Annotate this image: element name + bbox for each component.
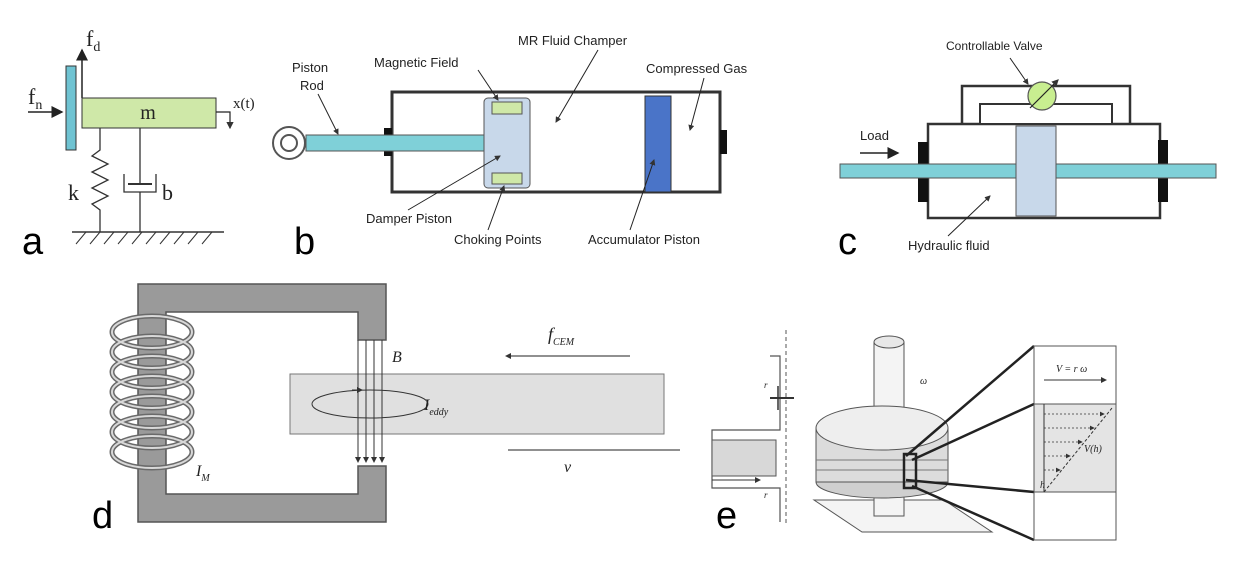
label-h: h (1040, 480, 1045, 491)
mass-label: m (140, 102, 156, 124)
panel-a: fd fn m x(t) k b a (22, 26, 255, 263)
field-lines (355, 340, 385, 463)
label-hydraulic-fluid: Hydraulic fluid (908, 238, 990, 253)
label-f-cem: fCEM (548, 324, 575, 348)
fd-label: fd (86, 26, 100, 55)
zoom-lines (902, 345, 1035, 542)
label-v: v (564, 459, 572, 476)
wall-plate (65, 65, 77, 151)
label-omega: ω (920, 376, 927, 387)
spring (90, 128, 110, 232)
conducting-plate (289, 373, 665, 435)
label-choking-points: Choking Points (454, 232, 542, 247)
panel-letter-e: e (716, 495, 737, 537)
magnetic-core (137, 283, 387, 523)
label-load: Load (860, 128, 889, 143)
label-B: B (392, 349, 402, 366)
profile-line (1043, 407, 1113, 493)
right-seal (720, 130, 727, 154)
panel-b: Piston Rod Magnetic Field MR Fluid Champ… (272, 33, 748, 263)
panel-letter-b: b (294, 221, 315, 263)
section-outline (711, 355, 781, 522)
label-piston-rod-1: Piston (292, 60, 328, 75)
piston-rod (305, 134, 487, 152)
panel-c: Controllable Valve Load Hydraulic fluid … (838, 39, 1217, 263)
label-i-m: IM (195, 463, 210, 484)
label-valve: Controllable Valve (946, 39, 1043, 53)
label-compressed-gas: Compressed Gas (646, 61, 748, 76)
label-i-eddy: Ieddy (423, 397, 449, 418)
accumulator-piston (644, 95, 672, 193)
label-accumulator-piston: Accumulator Piston (588, 232, 700, 247)
magnet-top (491, 101, 523, 115)
mass-block (81, 97, 217, 129)
label-piston-rod-2: Rod (300, 78, 324, 93)
label-mr-chamber: MR Fluid Champer (518, 33, 628, 48)
panel-e: r r ω V = r ω (711, 330, 1117, 542)
panel-d: B Ieddy fCEM v IM d (92, 283, 680, 537)
fn-label: fn (28, 84, 42, 113)
label-Vh: V(h) (1084, 444, 1102, 455)
eddy-current-loop (311, 389, 429, 419)
xt-label: x(t) (233, 96, 255, 112)
disk-top (815, 405, 949, 451)
panel-letter-d: d (92, 495, 113, 537)
magnet-bottom (491, 172, 523, 185)
label-V: V = r ω (1056, 364, 1087, 375)
panel-letter-a: a (22, 221, 44, 263)
b-label: b (162, 180, 173, 205)
k-label: k (68, 180, 79, 205)
piston-c (1015, 125, 1057, 217)
xt-arrow (216, 111, 234, 130)
label-magnetic-field: Magnetic Field (374, 55, 459, 70)
label-ro: r (764, 490, 768, 500)
label-damper-piston: Damper Piston (366, 211, 452, 226)
shaft (873, 341, 905, 413)
damper-piston (483, 97, 531, 189)
label-ri: r (764, 380, 768, 390)
panel-letter-c: c (838, 221, 857, 263)
